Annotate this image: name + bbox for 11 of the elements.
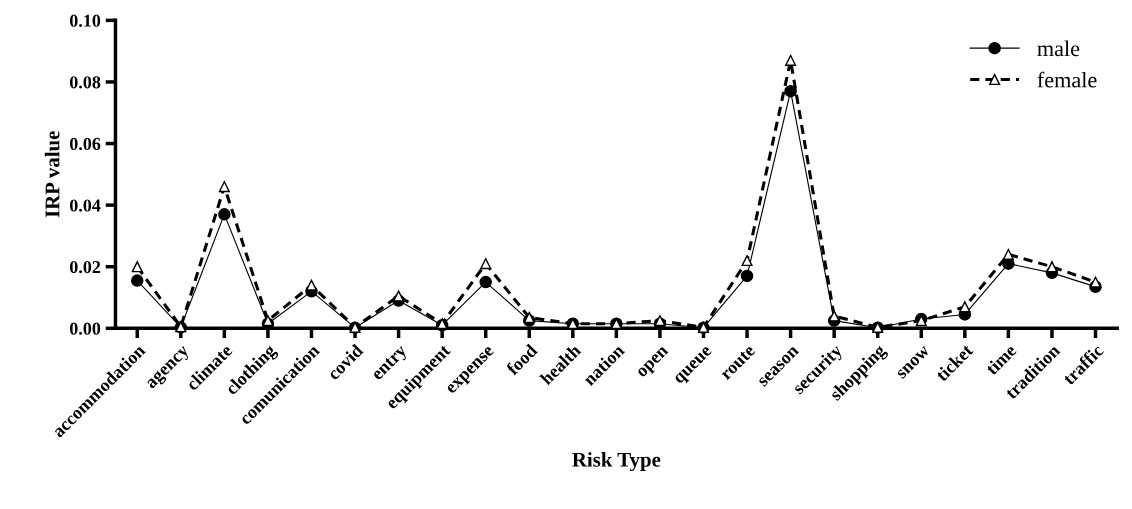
x-axis-title: Risk Type <box>572 452 661 472</box>
y-tick-label: 0.02 <box>69 260 101 274</box>
y-tick-label: 0.10 <box>69 14 101 27</box>
y-tick-label: 0.04 <box>69 199 101 212</box>
y-tick-label: 0.08 <box>69 76 101 89</box>
x-tick-label: open <box>637 345 672 381</box>
y-axis-title: IRP value <box>44 131 60 218</box>
y-tick-label: 0.00 <box>69 322 101 335</box>
legend-label: male <box>1037 40 1080 57</box>
legend-label: female <box>1037 71 1097 88</box>
y-tick-label: 0.06 <box>69 137 101 151</box>
